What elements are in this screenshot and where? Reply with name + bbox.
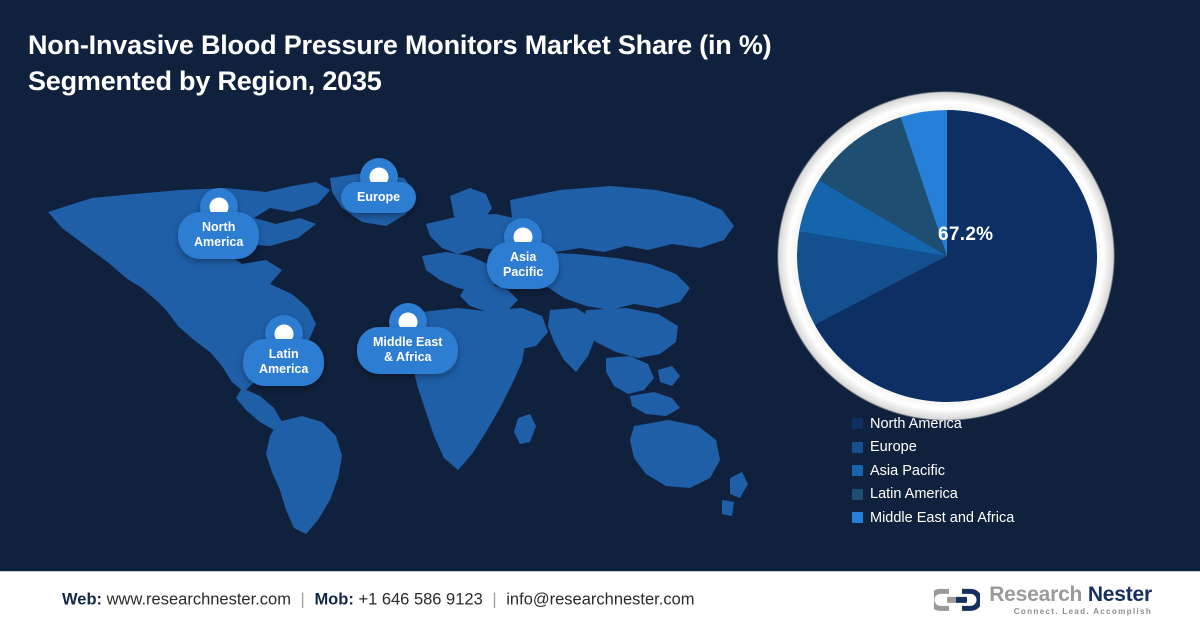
map-pin-dot-icon — [398, 312, 418, 332]
legend-label-middle-east-and-africa: Middle East and Africa — [870, 509, 1015, 526]
map-pin-label-latin-america: Latin America — [243, 339, 325, 386]
map-pin-dot-icon — [513, 227, 533, 247]
page-title-line1: Non-Invasive Blood Pressure Monitors Mar… — [28, 30, 772, 60]
footer-mob-label: Mob: — [314, 590, 354, 609]
map-pin-north-america[interactable]: North America — [178, 188, 260, 259]
legend-label-asia-pacific: Asia Pacific — [870, 462, 945, 479]
pie-chart-svg — [797, 110, 1097, 402]
map-pin-label-middle-east-africa: Middle East & Africa — [357, 327, 459, 374]
map-pin-dot-icon — [369, 167, 389, 187]
footer-web-label: Web: — [62, 590, 103, 609]
map-pin-label-europe: Europe — [341, 182, 417, 214]
legend-item-middle-east-and-africa[interactable]: Middle East and Africa — [852, 506, 1014, 530]
logo-name: Research Nester — [989, 584, 1152, 605]
footer-email-value[interactable]: info@researchnester.com — [506, 590, 695, 609]
legend-item-latin-america[interactable]: Latin America — [852, 483, 1014, 507]
map-pin-asia-pacific[interactable]: Asia Pacific — [487, 218, 560, 289]
pie-slice-value-north-america: 67.2% — [938, 224, 994, 245]
page-title: Non-Invasive Blood Pressure Monitors Mar… — [28, 28, 908, 99]
legend-swatch-asia-pacific — [852, 465, 863, 477]
map-pin-dot-icon — [209, 197, 229, 217]
pie-slice-europe[interactable] — [797, 231, 947, 325]
page-title-line2: Segmented by Region, 2035 — [28, 65, 382, 96]
legend-label-north-america: North America — [870, 415, 962, 432]
footer-bar: Web: www.researchnester.com | Mob: +1 64… — [0, 571, 1200, 628]
logo-word-nester: Nester — [1087, 582, 1152, 606]
footer-contact-info: Web: www.researchnester.com | Mob: +1 64… — [62, 591, 695, 610]
legend-item-asia-pacific[interactable]: Asia Pacific — [852, 459, 1014, 483]
world-map: North America Europe Asia Pacific Latin … — [30, 158, 750, 540]
legend-label-europe: Europe — [870, 439, 917, 456]
footer-separator-2: | — [492, 590, 497, 609]
pie-slice-middle-east-and-africa[interactable] — [900, 110, 947, 256]
pie-slice-north-america[interactable] — [814, 110, 1097, 402]
map-pin-latin-america[interactable]: Latin America — [243, 315, 325, 386]
legend-swatch-north-america — [852, 418, 863, 430]
map-pin-europe[interactable]: Europe — [341, 158, 417, 214]
chart-legend: North America Europe Asia Pacific Latin … — [852, 412, 1014, 530]
footer-separator-1: | — [300, 590, 305, 609]
logo-wordmark: Research Nester Connect. Lead. Accomplis… — [989, 584, 1152, 616]
logo-link-icon — [934, 588, 981, 611]
map-pin-label-north-america: North America — [178, 212, 260, 259]
logo-word-research: Research — [989, 582, 1083, 606]
logo-tagline: Connect. Lead. Accomplish — [1013, 606, 1152, 616]
legend-swatch-latin-america — [852, 488, 863, 500]
pie-slice-group — [797, 110, 1097, 402]
legend-label-latin-america: Latin America — [870, 486, 958, 503]
legend-item-north-america[interactable]: North America — [852, 412, 1014, 436]
pie-chart: 67.2% — [760, 78, 1160, 421]
footer-mob-value[interactable]: +1 646 586 9123 — [358, 590, 483, 609]
pie-slice-latin-america[interactable] — [818, 117, 947, 257]
legend-swatch-middle-east-and-africa — [852, 512, 863, 524]
research-nester-logo[interactable]: Research Nester Connect. Lead. Accomplis… — [934, 584, 1152, 616]
legend-swatch-europe — [852, 441, 863, 453]
footer-web-value[interactable]: www.researchnester.com — [106, 590, 291, 609]
pie-slice-asia-pacific[interactable] — [799, 180, 947, 256]
map-pin-middle-east-africa[interactable]: Middle East & Africa — [357, 303, 459, 374]
map-pin-label-asia-pacific: Asia Pacific — [487, 242, 560, 289]
map-pin-dot-icon — [274, 324, 294, 344]
legend-item-europe[interactable]: Europe — [852, 436, 1014, 460]
